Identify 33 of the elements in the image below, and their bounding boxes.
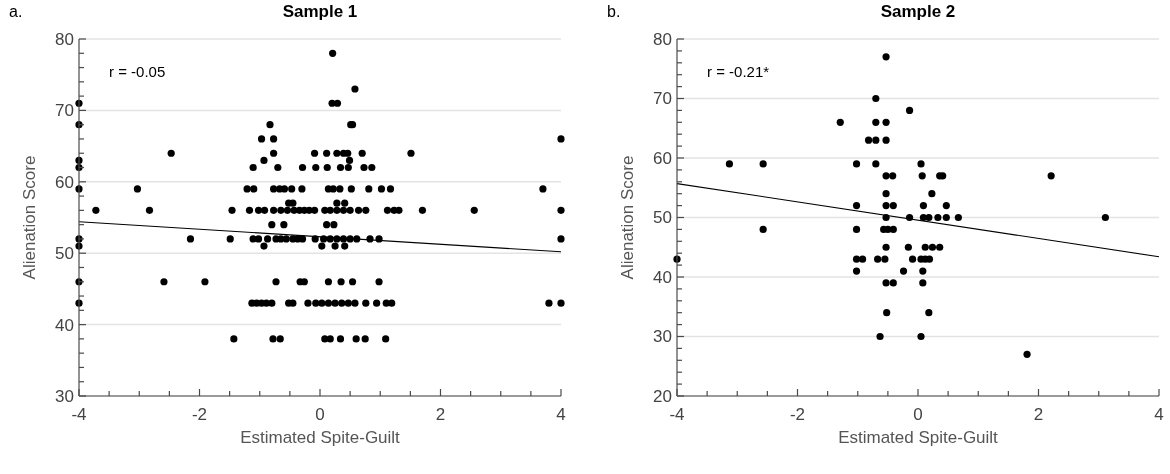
- annotation: r = -0.21*: [707, 63, 770, 80]
- x-tick-label: -4: [669, 405, 685, 424]
- y-tick-label: 30: [653, 327, 672, 347]
- x-tick-label: 0: [315, 405, 325, 424]
- y-tick-label: 80: [55, 29, 74, 49]
- y-tick-label: 40: [653, 267, 672, 287]
- text: b.: [607, 3, 621, 20]
- chart-title: Sample 2: [880, 2, 956, 21]
- chart-title: Sample 1: [282, 2, 358, 21]
- y-tick-label: 20: [653, 386, 672, 406]
- x-axis-title: Estimated Spite-Guilt: [838, 428, 999, 447]
- y-tick-label: 50: [653, 208, 672, 228]
- y-tick-label: 30: [55, 386, 74, 406]
- y-tick-label: 70: [653, 89, 672, 109]
- y-axis-title: Alienation Score: [20, 155, 39, 280]
- x-tick-label: -2: [789, 405, 806, 424]
- y-tick-label: 60: [55, 172, 74, 192]
- y-tick-label: 50: [55, 244, 74, 264]
- x-tick-label: 4: [556, 405, 566, 424]
- y-tick-label: 60: [653, 148, 672, 168]
- x-tick-label: 0: [913, 405, 923, 424]
- y-tick-label: 80: [653, 29, 672, 49]
- x-tick-label: -2: [191, 405, 208, 424]
- annotation: r = -0.05: [109, 63, 166, 80]
- x-tick-label: 4: [1154, 405, 1164, 424]
- y-axis-title: Alienation Score: [618, 155, 637, 280]
- x-axis-title: Estimated Spite-Guilt: [240, 428, 401, 447]
- text: a.: [9, 3, 23, 20]
- y-tick-label: 40: [55, 315, 74, 335]
- x-tick-label: -4: [71, 405, 87, 424]
- x-tick-label: 2: [1033, 405, 1044, 424]
- x-tick-label: 2: [435, 405, 446, 424]
- y-tick-label: 70: [55, 101, 74, 121]
